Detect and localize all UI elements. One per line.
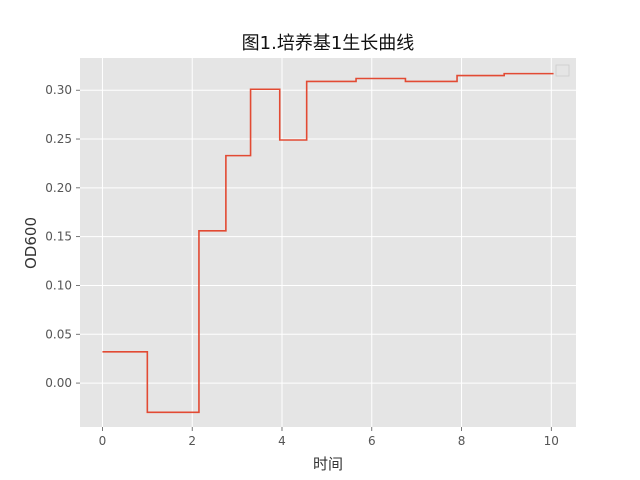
x-tick-label: 10 xyxy=(544,434,559,448)
y-tick-label: 0.30 xyxy=(45,83,72,97)
y-tick-label: 0.10 xyxy=(45,278,72,292)
legend-box xyxy=(555,64,570,77)
plot-area xyxy=(80,58,576,427)
x-tick-label: 8 xyxy=(458,434,466,448)
x-tick-label: 6 xyxy=(368,434,376,448)
x-tick-label: 2 xyxy=(188,434,196,448)
y-tick-label: 0.05 xyxy=(45,327,72,341)
chart-title: 图1.培养基1生长曲线 xyxy=(242,33,415,54)
y-tick-label: 0.00 xyxy=(45,376,72,390)
x-tick-label: 4 xyxy=(278,434,286,448)
series-layer xyxy=(102,72,554,414)
tick-labels: 0 2 4 6 8 10 0.00 0.05 0.10 0.15 0.20 0.25 0.30 xyxy=(45,83,559,448)
x-axis-label: 时间 xyxy=(313,455,343,473)
x-tick-label: 0 xyxy=(99,434,107,448)
y-tick-label: 0.25 xyxy=(45,132,72,146)
y-axis-label: OD600 xyxy=(22,217,40,269)
grid-lines xyxy=(80,58,576,427)
y-tick-label: 0.20 xyxy=(45,181,72,195)
y-tick-label: 0.15 xyxy=(45,230,72,244)
series-line xyxy=(102,72,554,414)
